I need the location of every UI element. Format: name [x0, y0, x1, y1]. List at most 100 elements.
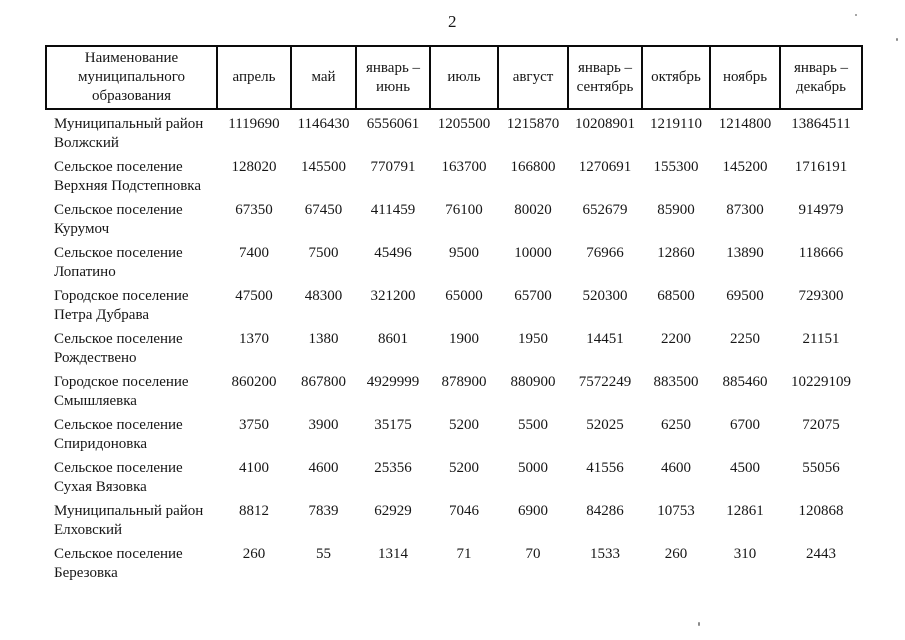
- value-cell: 867800: [301, 374, 346, 390]
- value-cell: 7500: [308, 245, 339, 261]
- column-header: апрель: [216, 45, 292, 110]
- value-cell: 72075: [802, 417, 840, 433]
- table-body: Муниципальный район Волжский 1119690 11464…: [46, 109, 862, 583]
- value-cell: 76966: [586, 245, 624, 261]
- value-cell: 6556061: [366, 116, 420, 132]
- scan-speck: [698, 622, 700, 626]
- value-cell: 68500: [657, 288, 695, 304]
- row-name-cell: Муниципальный район Елховский: [54, 503, 204, 538]
- value-cell: 10208901: [575, 116, 635, 132]
- row-name-cell: Городское поселение Петра Дубрава: [54, 288, 189, 323]
- value-cell: 55: [316, 546, 331, 562]
- value-cell: 411459: [370, 202, 416, 218]
- row-name-cell: Сельское поселение Сухая Вязовка: [54, 460, 183, 495]
- value-cell: 8812: [239, 503, 269, 519]
- value-cell: 13864511: [791, 116, 851, 132]
- value-cell: 35175: [374, 417, 412, 433]
- value-cell: 67450: [304, 202, 343, 218]
- value-cell: 1215870: [506, 116, 560, 132]
- value-cell: 67350: [235, 202, 273, 218]
- row-name-cell: Сельское поселение Спиридоновка: [54, 417, 183, 452]
- value-cell: 878900: [441, 374, 487, 390]
- value-cell: 5200: [449, 460, 479, 476]
- value-cell: 4600: [308, 460, 339, 476]
- row-name-cell: Муниципальный район Волжский: [54, 116, 204, 151]
- value-cell: 1716191: [794, 159, 848, 175]
- row-name-cell: Сельское поселение Березовка: [54, 546, 183, 581]
- value-cell: 76100: [445, 202, 483, 218]
- column-header: ноябрь: [709, 45, 781, 110]
- value-cell: 7572249: [578, 374, 632, 390]
- value-cell: 47500: [235, 288, 273, 304]
- value-cell: 70: [525, 546, 541, 562]
- value-cell: 6250: [661, 417, 691, 433]
- value-cell: 10753: [657, 503, 695, 519]
- value-cell: 163700: [441, 159, 487, 175]
- value-cell: 321200: [370, 288, 416, 304]
- table-row: Городское поселение Смышляевка 860200 8678…: [46, 368, 862, 411]
- value-cell: 120868: [798, 503, 844, 519]
- table-row: Сельское поселение Верхняя Подстепновка 1…: [46, 153, 862, 196]
- value-cell: 69500: [726, 288, 764, 304]
- row-name-cell: Сельское поселение Курумоч: [54, 202, 183, 237]
- value-cell: 1146430: [297, 116, 350, 132]
- scan-speck: [896, 38, 898, 41]
- value-cell: 1119690: [228, 116, 280, 132]
- row-name-cell: Городское поселение Смышляевка: [54, 374, 189, 409]
- value-cell: 260: [664, 546, 688, 562]
- value-cell: 7839: [308, 503, 339, 519]
- value-cell: 9500: [449, 245, 479, 261]
- table-row: Сельское поселение Спиридоновка 3750 3900 3…: [46, 411, 862, 454]
- value-cell: 41556: [586, 460, 624, 476]
- value-cell: 5500: [518, 417, 548, 433]
- value-cell: 62929: [374, 503, 412, 519]
- value-cell: 1219110: [650, 116, 702, 132]
- value-cell: 6900: [518, 503, 548, 519]
- value-cell: 310: [733, 546, 757, 562]
- value-cell: 84286: [586, 503, 624, 519]
- value-cell: 1314: [378, 546, 408, 562]
- column-header: Наименование муниципального образования: [45, 45, 218, 110]
- value-cell: 7046: [449, 503, 479, 519]
- value-cell: 1900: [449, 331, 479, 347]
- value-cell: 87300: [726, 202, 764, 218]
- value-cell: 145200: [722, 159, 768, 175]
- column-header: май: [290, 45, 357, 110]
- column-header: январь – сентябрь: [567, 45, 643, 110]
- value-cell: 71: [456, 546, 472, 562]
- table-row: Муниципальный район Елховский 8812 7839 629…: [46, 497, 862, 540]
- value-cell: 7400: [239, 245, 269, 261]
- value-cell: 128020: [231, 159, 277, 175]
- value-cell: 770791: [370, 159, 416, 175]
- value-cell: 652679: [582, 202, 628, 218]
- value-cell: 118666: [798, 245, 844, 261]
- value-cell: 14451: [586, 331, 624, 347]
- value-cell: 4600: [661, 460, 691, 476]
- value-cell: 2250: [730, 331, 760, 347]
- value-cell: 1533: [590, 546, 620, 562]
- value-cell: 4100: [239, 460, 269, 476]
- value-cell: 65700: [514, 288, 552, 304]
- value-cell: 155300: [653, 159, 699, 175]
- table-row: Сельское поселение Рождествено 1370 1380 86…: [46, 325, 862, 368]
- value-cell: 260: [242, 546, 266, 562]
- value-cell: 2443: [806, 546, 836, 562]
- value-cell: 880900: [510, 374, 556, 390]
- value-cell: 65000: [445, 288, 483, 304]
- municipal-finance-table: Наименование муниципального образования а…: [45, 45, 863, 583]
- value-cell: 1270691: [578, 159, 632, 175]
- value-cell: 85900: [657, 202, 695, 218]
- value-cell: 45496: [374, 245, 412, 261]
- value-cell: 10229109: [791, 374, 851, 390]
- table-row: Сельское поселение Березовка 260 55 1314 71 7…: [46, 540, 862, 583]
- page-number: 2: [448, 12, 457, 31]
- value-cell: 145500: [301, 159, 346, 175]
- column-header: июль: [429, 45, 499, 110]
- value-cell: 4929999: [366, 374, 420, 390]
- table-header-row: Наименование муниципального образования а…: [45, 45, 863, 110]
- row-name-cell: Сельское поселение Лопатино: [54, 245, 183, 280]
- value-cell: 25356: [374, 460, 412, 476]
- value-cell: 8601: [378, 331, 408, 347]
- value-cell: 13890: [726, 245, 764, 261]
- table-row: Сельское поселение Курумоч 67350 67450 4114…: [46, 196, 862, 239]
